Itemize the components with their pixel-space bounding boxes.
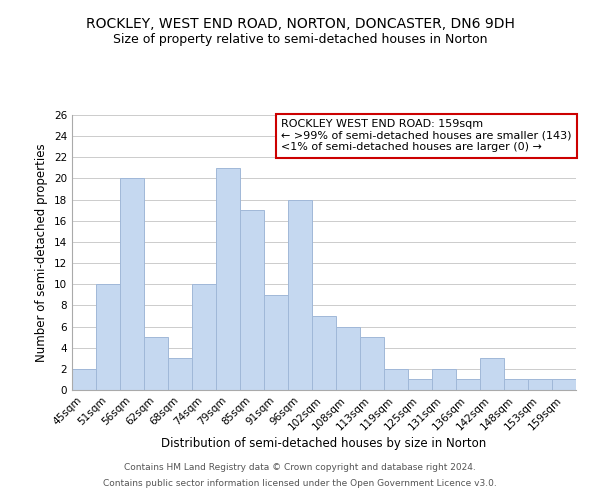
- Bar: [312, 316, 336, 390]
- X-axis label: Distribution of semi-detached houses by size in Norton: Distribution of semi-detached houses by …: [161, 438, 487, 450]
- Text: ROCKLEY WEST END ROAD: 159sqm
← >99% of semi-detached houses are smaller (143)
<: ROCKLEY WEST END ROAD: 159sqm ← >99% of …: [281, 119, 572, 152]
- Bar: [360, 337, 384, 390]
- Bar: [432, 369, 456, 390]
- Bar: [168, 358, 192, 390]
- Bar: [96, 284, 120, 390]
- Bar: [120, 178, 144, 390]
- Bar: [216, 168, 240, 390]
- Bar: [144, 337, 168, 390]
- Bar: [408, 380, 432, 390]
- Text: Contains public sector information licensed under the Open Government Licence v3: Contains public sector information licen…: [103, 478, 497, 488]
- Bar: [288, 200, 312, 390]
- Text: Size of property relative to semi-detached houses in Norton: Size of property relative to semi-detach…: [113, 32, 487, 46]
- Text: ROCKLEY, WEST END ROAD, NORTON, DONCASTER, DN6 9DH: ROCKLEY, WEST END ROAD, NORTON, DONCASTE…: [86, 18, 514, 32]
- Y-axis label: Number of semi-detached properties: Number of semi-detached properties: [35, 143, 49, 362]
- Bar: [456, 380, 480, 390]
- Text: Contains HM Land Registry data © Crown copyright and database right 2024.: Contains HM Land Registry data © Crown c…: [124, 464, 476, 472]
- Bar: [336, 326, 360, 390]
- Bar: [384, 369, 408, 390]
- Bar: [264, 295, 288, 390]
- Bar: [240, 210, 264, 390]
- Bar: [192, 284, 216, 390]
- Bar: [528, 380, 552, 390]
- Bar: [480, 358, 504, 390]
- Bar: [504, 380, 528, 390]
- Bar: [552, 380, 576, 390]
- Bar: [72, 369, 96, 390]
